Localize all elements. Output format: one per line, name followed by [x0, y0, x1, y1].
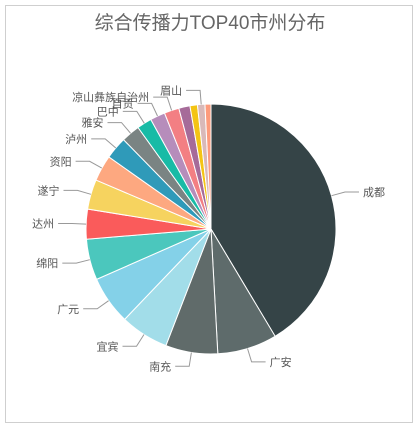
label-leader-line: [247, 348, 266, 363]
slice-label: 遂宁: [38, 183, 60, 197]
slice-label: 自贡: [112, 97, 134, 110]
slice-label: 南充: [149, 359, 171, 373]
slice-label: 绵阳: [36, 256, 58, 270]
slice-label: 泸州: [65, 133, 87, 146]
pie-slice[interactable]: [204, 103, 212, 230]
label-leader-line: [122, 110, 145, 124]
label-leader-line: [122, 334, 145, 347]
label-leader-line: [175, 352, 192, 367]
label-leader-line: [186, 89, 202, 105]
label-leader-line: [91, 138, 117, 149]
label-leader-line: [75, 160, 103, 169]
slice-label: 巴中: [97, 105, 119, 118]
label-leader-line: [107, 122, 131, 134]
slice-label: 雅安: [82, 116, 104, 130]
slice-label: 成都: [363, 186, 385, 199]
label-leader-line: [137, 102, 158, 117]
label-leader-line: [58, 223, 87, 225]
label-leader-line: [62, 259, 90, 264]
slice-label: 眉山: [160, 84, 182, 97]
label-leader-line: [153, 96, 173, 111]
chart-title: 综合传播力TOP40市州分布: [94, 13, 326, 34]
pie-slice[interactable]: [210, 103, 337, 337]
slice-label: 资阳: [50, 155, 72, 168]
pie-slices: [85, 103, 337, 355]
label-leader-line: [331, 191, 359, 197]
label-leader-line: [83, 300, 109, 310]
label-leader-line: [63, 189, 92, 195]
slice-label: 广安: [270, 355, 292, 369]
slice-label: 宜宾: [97, 339, 119, 353]
slice-label: 凉山彝族自治州: [72, 90, 149, 104]
slice-label: 达州: [32, 218, 54, 231]
slice-label: 广元: [57, 303, 79, 316]
